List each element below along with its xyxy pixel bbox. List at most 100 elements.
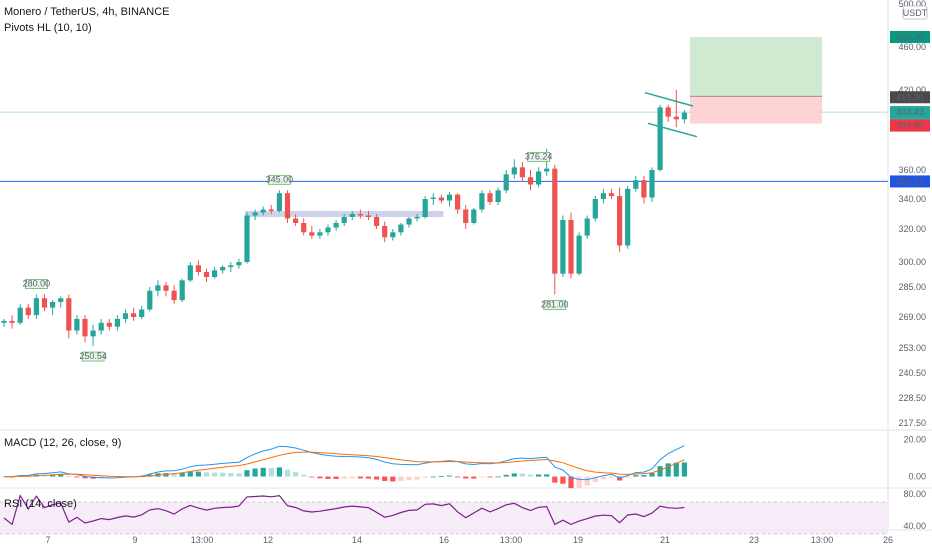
macd-histogram-bar bbox=[341, 476, 347, 479]
macd-histogram-bar bbox=[625, 476, 631, 478]
position-profit-zone bbox=[690, 37, 822, 97]
candle-body bbox=[317, 232, 323, 236]
price-tick-label: 460.00 bbox=[898, 42, 926, 52]
macd-histogram-bar bbox=[422, 476, 428, 478]
candle-body bbox=[114, 318, 120, 327]
macd-histogram-bar bbox=[503, 474, 509, 477]
macd-histogram-bar bbox=[414, 476, 420, 480]
macd-tick-label: 20.00 bbox=[903, 434, 926, 444]
price-tick-label: 285.00 bbox=[898, 282, 926, 292]
macd-histogram-bar bbox=[584, 476, 590, 486]
macd-histogram-bar bbox=[58, 474, 64, 477]
macd-histogram-bar bbox=[236, 473, 242, 477]
pivot-label-text: 280.00 bbox=[23, 279, 51, 289]
macd-histogram-bar bbox=[446, 475, 453, 477]
candle-body bbox=[455, 194, 461, 210]
pivot-label-box bbox=[543, 300, 567, 310]
macd-histogram-bar bbox=[681, 462, 687, 477]
price-badge-text: 394.80 bbox=[896, 121, 924, 131]
candle-body bbox=[398, 224, 404, 233]
candle-body bbox=[422, 199, 428, 217]
macd-line bbox=[3, 445, 685, 481]
candle-body bbox=[544, 168, 550, 172]
time-tick-label: 26 bbox=[883, 535, 893, 545]
macd-histogram-bar bbox=[495, 476, 501, 478]
pivot-label-box bbox=[527, 151, 550, 162]
macd-histogram-bar bbox=[463, 476, 469, 479]
candle-body bbox=[617, 196, 623, 246]
candle-body bbox=[90, 330, 96, 337]
macd-histogram-bar bbox=[293, 472, 299, 477]
candle-body bbox=[625, 188, 631, 246]
candle-body bbox=[325, 227, 331, 233]
macd-histogram-bar bbox=[260, 467, 266, 477]
candle-body bbox=[592, 199, 598, 219]
time-tick-label: 13:00 bbox=[811, 535, 834, 545]
macd-histogram-bar bbox=[608, 476, 615, 478]
candle-body bbox=[568, 220, 574, 274]
macd-histogram-bar bbox=[560, 476, 566, 484]
macd-histogram-bar bbox=[641, 475, 647, 477]
macd-histogram-bar bbox=[203, 472, 210, 477]
macd-histogram-bar bbox=[398, 476, 404, 482]
candle-body bbox=[203, 272, 210, 277]
price-tick-label: 320.00 bbox=[898, 224, 926, 234]
rsi-tick-label: 80.00 bbox=[903, 489, 926, 499]
macd-histogram-bar bbox=[82, 476, 88, 479]
candle-body bbox=[357, 214, 363, 216]
candle-body bbox=[139, 309, 145, 317]
candle-body bbox=[633, 180, 639, 189]
candle-body bbox=[414, 217, 420, 219]
currency-badge-box bbox=[902, 5, 928, 20]
price-badge-text: 403.43 bbox=[896, 107, 924, 117]
candle-body bbox=[519, 167, 525, 178]
rsi-tick-label: 40.00 bbox=[903, 521, 926, 531]
macd-histogram-bar bbox=[349, 476, 355, 479]
flag-upper-trendline bbox=[644, 91, 694, 107]
rsi-line bbox=[3, 494, 685, 526]
candle-body bbox=[511, 167, 517, 175]
candle-body bbox=[479, 193, 485, 210]
macd-histogram-bar bbox=[171, 473, 177, 477]
macd-histogram-bar bbox=[244, 470, 250, 477]
macd-histogram-bar bbox=[309, 476, 315, 478]
candle-body bbox=[236, 262, 242, 266]
time-tick-label: 12 bbox=[263, 535, 273, 545]
macd-tick-label: 0.00 bbox=[908, 472, 926, 482]
price-badge bbox=[890, 119, 930, 132]
macd-histogram-bar bbox=[66, 476, 72, 478]
pivot-label-text: 281.00 bbox=[541, 300, 569, 310]
macd-histogram-bar bbox=[357, 476, 363, 479]
candle-body bbox=[333, 223, 339, 228]
macd-histogram-bar bbox=[50, 474, 56, 477]
candle-body bbox=[365, 215, 372, 217]
candle-body bbox=[341, 217, 347, 223]
candle-body bbox=[301, 223, 307, 233]
price-tick-label: 500.00 bbox=[898, 0, 926, 9]
macd-histogram-bar bbox=[552, 476, 558, 483]
candle-body bbox=[374, 217, 380, 226]
macd-histogram-bar bbox=[284, 469, 291, 477]
candle-body bbox=[220, 267, 226, 271]
candle-body bbox=[244, 215, 250, 262]
time-tick-label: 7 bbox=[45, 535, 50, 545]
candle-body bbox=[309, 232, 315, 236]
flag-lower-trendline bbox=[647, 122, 698, 138]
candle-body bbox=[406, 218, 412, 225]
candle-body bbox=[276, 193, 282, 211]
price-badge bbox=[890, 91, 930, 104]
macd-histogram-bar bbox=[187, 471, 193, 477]
candle-body bbox=[58, 298, 64, 302]
price-badge-text: 469.30 bbox=[896, 32, 924, 42]
macd-histogram-bar bbox=[390, 476, 396, 482]
macd-histogram-bar bbox=[406, 476, 412, 481]
price-badge-text: 352.12 bbox=[896, 176, 924, 186]
candle-body bbox=[527, 177, 534, 185]
macd-histogram-bar bbox=[665, 463, 671, 477]
macd-histogram-bar bbox=[365, 476, 372, 479]
price-tick-label: 240.50 bbox=[898, 368, 926, 378]
candle-body bbox=[131, 313, 137, 317]
candle-body bbox=[536, 171, 542, 185]
candle-body bbox=[576, 235, 582, 274]
